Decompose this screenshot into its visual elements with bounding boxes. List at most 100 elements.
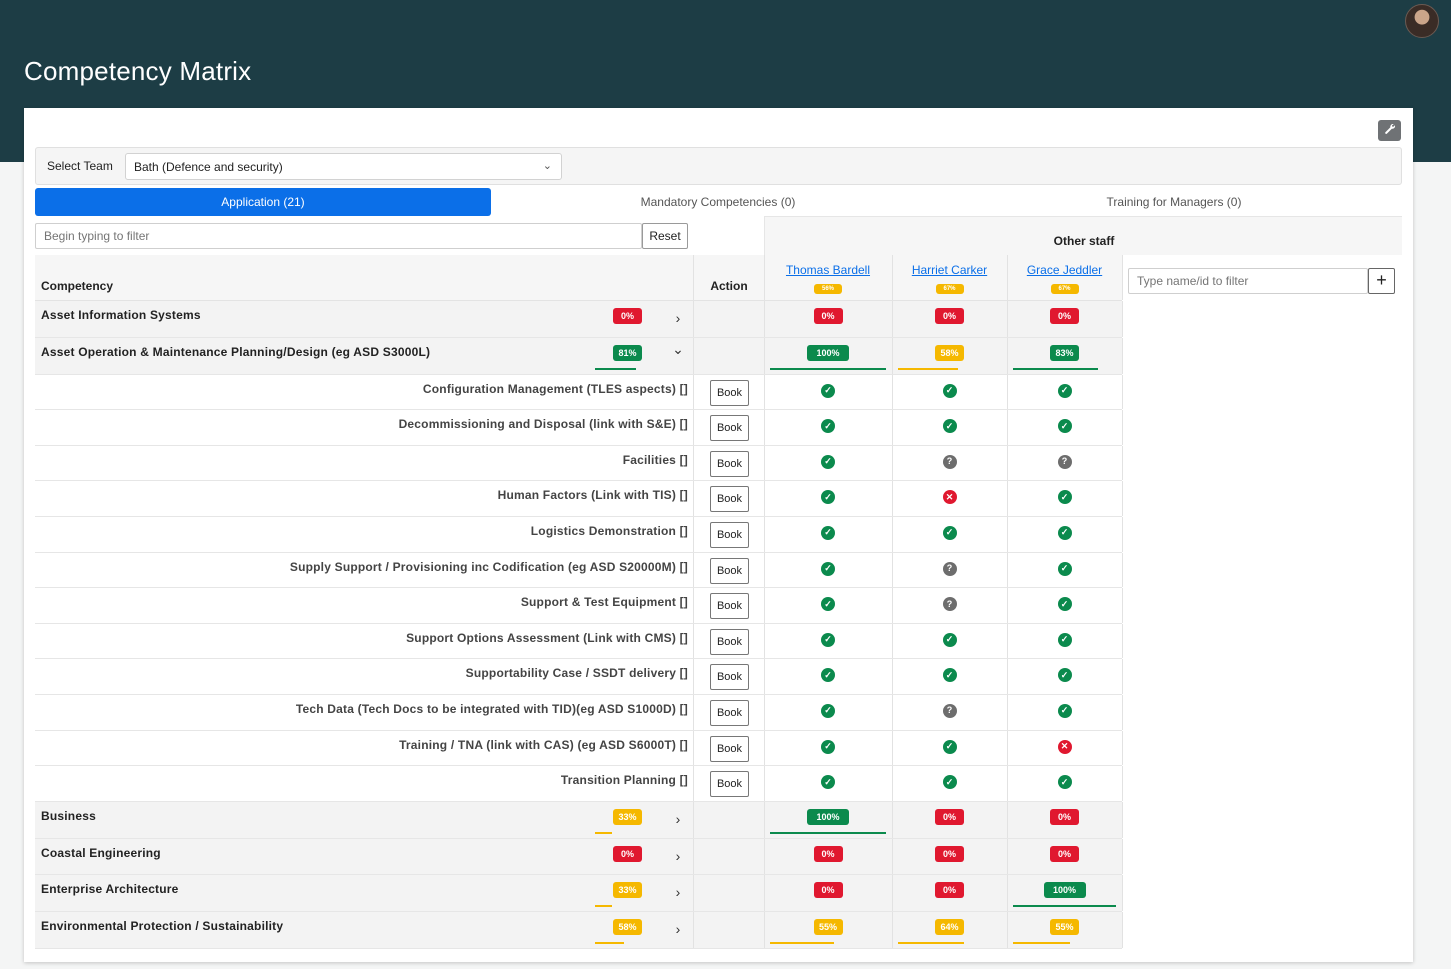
staff-column-header: Grace Jeddler 67% <box>1007 255 1122 301</box>
chevron-right-icon[interactable]: › <box>675 310 681 326</box>
tab-mandatory-competencies[interactable]: Mandatory Competencies (0) <box>640 195 796 209</box>
column-divider <box>1122 766 1123 801</box>
check-icon: ✓ <box>942 739 957 754</box>
book-button[interactable]: Book <box>710 699 749 726</box>
check-icon: ✓ <box>1057 597 1072 612</box>
competency-name: Facilities [] <box>622 452 688 467</box>
column-divider <box>764 516 765 552</box>
tab-training-for-managers[interactable]: Training for Managers (0) <box>1106 195 1242 209</box>
column-divider <box>1007 912 1008 948</box>
user-avatar[interactable] <box>1405 4 1439 38</box>
column-divider <box>1007 301 1008 337</box>
column-divider <box>892 516 893 552</box>
column-divider <box>892 481 893 516</box>
column-divider <box>693 875 694 912</box>
column-divider <box>892 912 893 948</box>
check-icon: ✓ <box>1057 419 1072 434</box>
competency-group-row[interactable]: Environmental Protection / Sustainabilit… <box>35 912 1123 949</box>
staff-filter-input[interactable] <box>1128 268 1368 294</box>
reset-button[interactable]: Reset <box>642 223 688 249</box>
column-divider <box>764 875 765 912</box>
team-selector-bar: Select Team Bath (Defence and security) … <box>35 147 1402 185</box>
competency-score-badge: 58% <box>613 919 642 936</box>
competency-filter-input[interactable] <box>35 223 642 249</box>
question-icon: ? <box>942 561 957 576</box>
chevron-right-icon[interactable]: › <box>675 921 681 938</box>
staff-score-badge: 0% <box>1050 845 1079 862</box>
column-divider <box>764 912 765 948</box>
competency-row: Support Options Assessment (Link with CM… <box>35 623 1123 660</box>
column-divider <box>1007 766 1008 801</box>
action-column-header: Action <box>710 279 748 293</box>
column-divider <box>1007 659 1008 694</box>
book-button[interactable]: Book <box>710 771 749 798</box>
book-button[interactable]: Book <box>710 415 749 442</box>
check-icon: ✓ <box>821 597 835 612</box>
competency-group-row[interactable]: Asset Operation & Maintenance Planning/D… <box>35 337 1123 375</box>
book-button[interactable]: Book <box>710 557 749 584</box>
column-divider <box>1007 552 1008 588</box>
column-divider <box>764 588 765 623</box>
column-divider <box>693 801 694 838</box>
column-divider <box>892 838 893 875</box>
book-button[interactable]: Book <box>710 486 749 513</box>
staff-score-badge: 83% <box>1050 344 1079 361</box>
add-staff-button[interactable]: + <box>1368 268 1395 294</box>
competency-group-row[interactable]: Asset Information Systems 0% › 0% 0% 0% <box>35 301 1123 338</box>
staff-name-link[interactable]: Harriet Carker <box>911 263 988 277</box>
column-divider <box>693 301 694 337</box>
staff-name-link[interactable]: Thomas Bardell <box>785 263 871 277</box>
competency-name: Logistics Demonstration [] <box>530 523 688 538</box>
score-progress-bar <box>770 942 834 945</box>
chevron-right-icon[interactable]: › <box>675 810 681 827</box>
competency-group-row[interactable]: Enterprise Architecture 33% › 0% 0% 100% <box>35 875 1123 913</box>
column-divider <box>1122 694 1123 730</box>
check-icon: ✓ <box>942 525 957 540</box>
check-icon: ✓ <box>821 739 835 754</box>
team-select[interactable]: Bath (Defence and security) ⌄ <box>125 153 562 180</box>
competency-group-row[interactable]: Business 33% › 100% 0% 0% <box>35 801 1123 839</box>
column-divider <box>1007 374 1008 410</box>
staff-name-link[interactable]: Grace Jeddler <box>1026 263 1103 277</box>
column-divider <box>1122 337 1123 374</box>
staff-score-badge: 0% <box>935 882 964 899</box>
question-icon: ? <box>942 703 957 718</box>
column-divider <box>693 481 694 516</box>
staff-score-badge: 55% <box>1050 919 1079 936</box>
column-divider <box>1122 801 1123 838</box>
competency-row: Human Factors (Link with TIS) [] Book ✓ ✕ ✓ <box>35 481 1123 517</box>
other-staff-label: Other staff <box>1053 234 1115 248</box>
tab-application[interactable]: Application (21) <box>35 188 491 216</box>
column-divider <box>764 623 765 659</box>
staff-overall-badge: 67% <box>1050 284 1079 294</box>
book-button[interactable]: Book <box>710 450 749 477</box>
book-button[interactable]: Book <box>710 628 749 655</box>
competency-group-row[interactable]: Coastal Engineering 0% › 0% 0% 0% <box>35 838 1123 876</box>
book-button[interactable]: Book <box>710 664 749 691</box>
book-button[interactable]: Book <box>710 521 749 548</box>
column-divider <box>1007 410 1008 445</box>
book-button[interactable]: Book <box>710 735 749 762</box>
score-progress-bar <box>898 367 958 370</box>
column-divider <box>892 766 893 801</box>
competency-name: Training / TNA (link with CAS) (eg ASD S… <box>399 737 688 752</box>
column-divider <box>892 588 893 623</box>
score-progress-bar <box>898 942 964 945</box>
chevron-down-icon[interactable]: ⌄ <box>672 340 684 357</box>
column-divider <box>764 766 765 801</box>
settings-button[interactable] <box>1378 120 1401 141</box>
column-divider <box>693 374 694 410</box>
staff-score-badge: 0% <box>1050 308 1079 324</box>
chevron-right-icon[interactable]: › <box>675 847 681 864</box>
book-button[interactable]: Book <box>710 593 749 620</box>
book-button[interactable]: Book <box>710 379 749 406</box>
competency-row: Facilities [] Book ✓?? <box>35 445 1123 482</box>
competency-row: Supply Support / Provisioning inc Codifi… <box>35 552 1123 589</box>
competency-score-badge: 33% <box>613 808 642 825</box>
check-icon: ✓ <box>942 775 957 790</box>
question-icon: ? <box>1057 454 1072 469</box>
column-divider <box>892 445 893 481</box>
chevron-right-icon[interactable]: › <box>675 884 681 901</box>
competency-name: Support Options Assessment (Link with CM… <box>406 630 688 645</box>
plus-icon: + <box>1376 270 1387 290</box>
